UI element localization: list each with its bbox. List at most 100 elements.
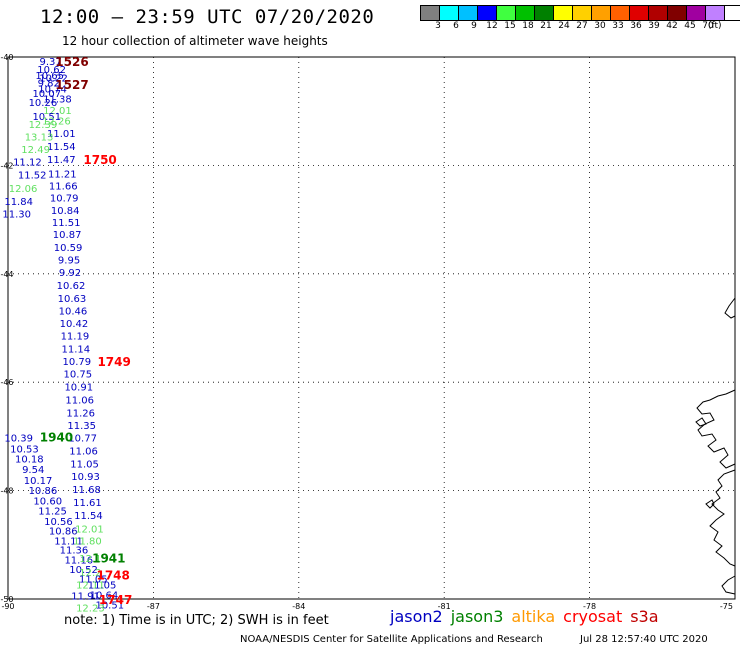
wave-height-value: 11.68 (72, 485, 101, 496)
wave-height-value: 11.25 (38, 507, 67, 518)
pass-time-label: 1527 (55, 78, 88, 92)
credit-line: NOAA/NESDIS Center for Satellite Applica… (240, 634, 543, 645)
wave-height-value: 10.79 (50, 193, 79, 204)
wave-height-value: 11.11 (54, 536, 83, 547)
generation-timestamp: Jul 28 12:57:40 UTC 2020 (580, 634, 708, 645)
lon-tick-label: -75 (720, 602, 733, 611)
wave-height-value: 10.63 (58, 294, 87, 305)
wave-height-value: 11.14 (62, 345, 91, 356)
pass-times: 1526 1527 1750 1749 1940 1941 1748 1747 (40, 55, 133, 607)
wave-height-value: 10.46 (59, 307, 88, 318)
wave-height-value: 9.92 (59, 268, 81, 279)
wave-height-value: 10.22 (39, 74, 68, 85)
wave-height-value: 11.05 (70, 460, 99, 471)
lon-tick-label: -87 (147, 602, 160, 611)
color-scale-label: 27 (576, 21, 588, 31)
wave-height-value: 10.60 (33, 496, 62, 507)
lon-tick-label: -90 (1, 602, 14, 611)
color-swatch (705, 5, 724, 21)
wave-height-value: 10.79 (63, 357, 92, 368)
color-scale-label: 24 (558, 21, 570, 31)
wave-height-value: 11.80 (73, 536, 102, 547)
coastline (695, 297, 736, 595)
color-scale-label: 39 (648, 21, 660, 31)
pass-time-label: 1940 (40, 430, 73, 444)
wave-height-value: 12.23 (76, 604, 105, 615)
color-scale-label: 33 (612, 21, 624, 31)
color-swatch (515, 5, 534, 21)
pass-time-label: 1748 (96, 569, 129, 583)
color-swatch (572, 5, 591, 21)
legend-altika: altika (511, 607, 556, 626)
wave-height-value: 9.95 (58, 256, 80, 267)
color-scale-label: 36 (630, 21, 642, 31)
color-swatch (591, 5, 610, 21)
lat-tick-label: -48 (0, 487, 13, 496)
wave-height-value: 11.30 (2, 210, 31, 221)
color-scale-unit: (ft) (708, 21, 722, 31)
wave-height-value: 10.18 (15, 455, 44, 466)
color-scale-label: 30 (594, 21, 606, 31)
lon-tick-label: -81 (438, 602, 451, 611)
legend-jason2: jason2 (390, 607, 443, 626)
wave-height-value: 11.26 (66, 409, 95, 420)
wave-height-value: 11.54 (74, 511, 103, 522)
wave-height-value: 11.35 (67, 421, 96, 432)
wave-height-value: 11.38 (43, 95, 72, 106)
wave-height-value: 12.01 (43, 106, 72, 117)
wave-height-value: 12.1 (79, 554, 101, 565)
wave-height-value: 10.87 (53, 230, 82, 241)
wave-height-value: 11.54 (47, 142, 76, 153)
wave-height-value: 10.26 (29, 98, 58, 109)
lat-tick-label: -40 (0, 53, 13, 62)
color-scale-label: 70 (702, 21, 714, 31)
map-frame (7, 56, 736, 600)
lat-tick-label: -46 (0, 378, 13, 387)
wave-height-value: 11.91 (71, 592, 100, 603)
lat-tick-label: -44 (0, 270, 13, 279)
lat-tick-label: -50 (0, 595, 13, 604)
lon-tick-label: -78 (583, 602, 596, 611)
wave-height-value: 13.13 (25, 133, 54, 144)
wave-height-value: 10.51 (95, 600, 124, 611)
color-scale-label: 18 (522, 21, 534, 31)
wave-height-value: 10.91 (64, 383, 93, 394)
wave-height-value: 11.06 (65, 396, 94, 407)
wave-height-value: 10.77 (68, 433, 97, 444)
pass-time-label: 1941 (92, 551, 125, 565)
color-swatch (553, 5, 572, 21)
wave-height-value: 11.06 (69, 446, 98, 457)
lon-tick-label: -84 (292, 602, 305, 611)
wave-height-value: 10.65 (35, 71, 64, 82)
legend-jason3: jason3 (450, 607, 504, 626)
axis-ticks: -90 -87 -84 -81 -78 -75 -40 -42 -44 -46 -48 -50 (0, 53, 733, 611)
wave-height-value: 11.66 (49, 181, 78, 192)
color-scale-label: 3 (435, 21, 441, 31)
wave-height-value: 11.01 (47, 129, 76, 140)
wave-height-value: 10.62 (37, 65, 66, 76)
wave-height-value: 12.39 (29, 120, 58, 131)
wave-height-value: 10.51 (32, 112, 61, 123)
color-scale-label: 45 (684, 21, 696, 31)
wave-height-value: 10.75 (63, 370, 92, 381)
color-scale-label: 15 (504, 21, 516, 31)
color-swatch (648, 5, 667, 21)
wave-height-value: 11.51 (52, 218, 81, 229)
wave-height-value: 10.17 (24, 476, 53, 487)
wave-height-value: 12.06 (9, 184, 38, 195)
pass-time-label: 1749 (97, 355, 130, 369)
color-scale-label: 6 (453, 21, 459, 31)
wave-height-value: 11.05 (79, 574, 108, 585)
map-subtitle: 12 hour collection of altimeter wave hei… (62, 34, 328, 48)
color-scale-label: 9 (471, 21, 477, 31)
color-swatch (667, 5, 686, 21)
wave-height-value: 10.86 (29, 486, 58, 497)
wave-height-value: 10.39 (4, 433, 33, 444)
wave-height-value: 10.74 (38, 84, 67, 95)
legend-s3a: s3a (630, 607, 659, 626)
wave-height-value: 11.84 (4, 197, 33, 208)
footnote: note: 1) Time is in UTC; 2) SWH is in fe… (64, 613, 329, 628)
wave-height-value: 10.84 (51, 206, 80, 217)
color-swatch (629, 5, 648, 21)
pass-time-label: 1750 (83, 153, 116, 167)
